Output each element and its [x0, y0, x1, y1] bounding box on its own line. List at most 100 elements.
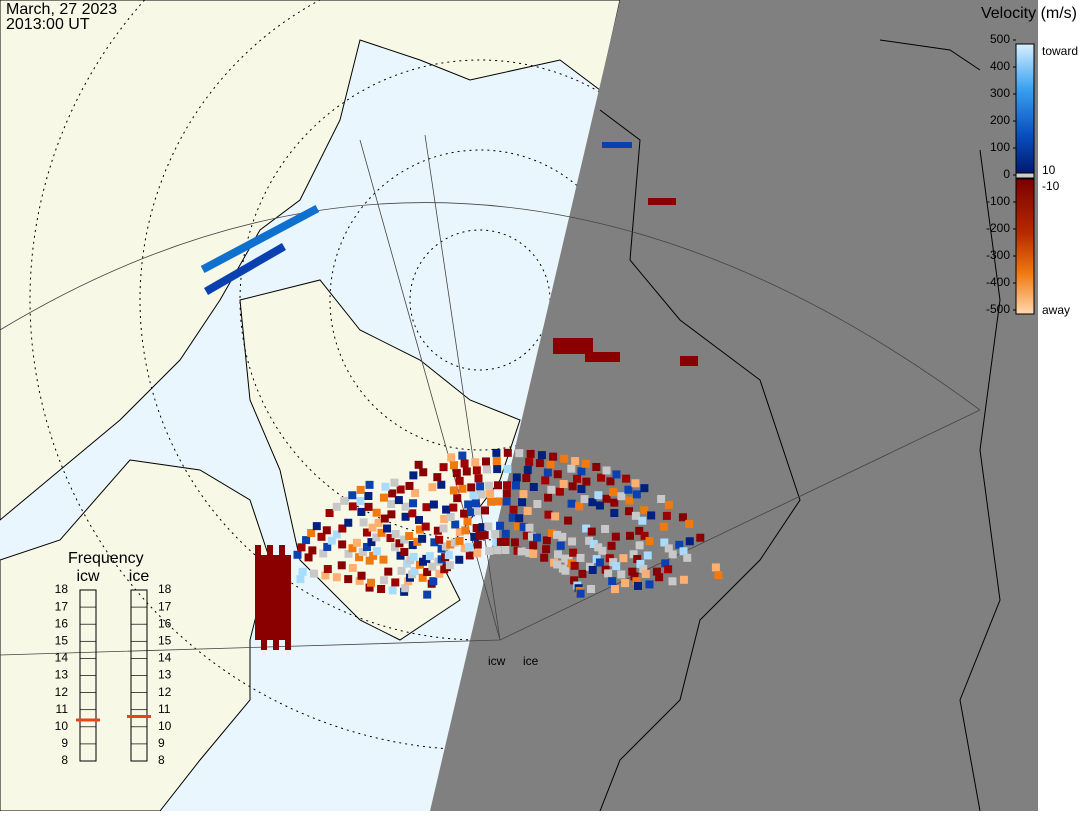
colorbar-tick-label: 300 [990, 86, 1010, 100]
velocity-cell [542, 536, 551, 545]
velocity-cell [394, 496, 403, 505]
velocity-cell [365, 480, 374, 489]
velocity-cell [529, 541, 538, 550]
velocity-cell [527, 532, 536, 541]
velocity-cell [304, 553, 313, 562]
velocity-cell [325, 509, 334, 518]
velocity-cell [458, 484, 467, 493]
velocity-cell [401, 502, 410, 511]
velocity-cell [471, 499, 480, 508]
velocity-cell [348, 563, 357, 572]
velocity-cell [553, 560, 562, 569]
velocity-cell [631, 511, 640, 520]
velocity-cell [455, 476, 464, 485]
velocity-cell [617, 492, 626, 501]
velocity-cell [553, 470, 562, 479]
velocity-cell [273, 555, 279, 650]
velocity-cell [592, 462, 601, 471]
velocity-cell [408, 541, 417, 550]
frequency-tick-label: 15 [158, 633, 172, 647]
frequency-radar-name: ice [129, 568, 150, 585]
velocity-cell [664, 565, 673, 574]
velocity-cell [462, 467, 471, 476]
velocity-cell [379, 555, 388, 564]
velocity-cell [714, 571, 723, 580]
velocity-cell [387, 510, 396, 519]
velocity-cell [302, 536, 311, 545]
velocity-cell [679, 547, 688, 556]
velocity-cell [533, 533, 542, 542]
velocity-cell [348, 502, 357, 511]
frequency-tick-label: 13 [158, 668, 172, 682]
velocity-cell [469, 491, 478, 500]
velocity-cell [472, 524, 481, 533]
velocity-cell [607, 541, 616, 550]
velocity-cell [388, 489, 397, 498]
velocity-cell [632, 577, 641, 586]
velocity-cell [588, 498, 597, 507]
velocity-cell [446, 540, 455, 549]
velocity-cell [463, 517, 472, 526]
velocity-cell [575, 502, 584, 511]
velocity-cell [418, 534, 427, 543]
frequency-tick-label: 8 [61, 753, 68, 767]
velocity-cell [408, 509, 417, 518]
velocity-cell [423, 590, 432, 599]
velocity-cell [460, 544, 469, 553]
velocity-cells [200, 142, 698, 366]
velocity-cell [570, 576, 579, 585]
colorbar-tick-label: -500 [986, 302, 1010, 316]
velocity-cell [364, 492, 373, 501]
velocity-cell [568, 482, 577, 491]
colorbar-bottom-label: away [1042, 303, 1070, 317]
velocity-cell [597, 473, 606, 482]
velocity-cell [390, 478, 399, 487]
velocity-cell [522, 474, 531, 483]
velocity-cell [502, 489, 511, 498]
velocity-cell [598, 546, 607, 555]
colorbar-threshold-label: -10 [1042, 179, 1060, 193]
velocity-cell [502, 497, 511, 506]
velocity-cell [533, 500, 542, 509]
colorbar-tick-label: -200 [986, 221, 1010, 235]
velocity-cell [414, 515, 423, 524]
velocity-cell [518, 498, 527, 507]
velocity-cell [587, 584, 596, 593]
velocity-cell [696, 533, 705, 542]
velocity-cell [390, 543, 399, 552]
velocity-cell [410, 567, 419, 576]
velocity-cell [352, 538, 361, 547]
velocity-cell [355, 553, 364, 562]
velocity-cell [508, 513, 517, 522]
velocity-cell [526, 449, 535, 458]
velocity-cell [369, 551, 378, 560]
velocity-cell [595, 501, 604, 510]
velocity-cell [486, 489, 495, 498]
velocity-cell [447, 453, 456, 462]
velocity-cell [567, 464, 576, 473]
velocity-cell [437, 544, 446, 553]
velocity-cell [573, 474, 582, 483]
velocity-cell [372, 547, 381, 556]
velocity-cell [428, 483, 437, 492]
velocity-cell [440, 515, 449, 524]
velocity-cell [297, 543, 306, 552]
velocity-cell [428, 562, 437, 571]
velocity-cell [668, 550, 677, 559]
velocity-cell [485, 481, 494, 490]
velocity-cell [581, 459, 590, 468]
velocity-cell [474, 474, 483, 483]
colorbar-tick-label: 100 [990, 140, 1010, 154]
velocity-cell [409, 471, 418, 480]
colorbar-tick-label: 0 [1003, 167, 1010, 181]
frequency-tick-label: 12 [55, 685, 69, 699]
frequency-tick-label: 9 [61, 736, 68, 750]
frequency-tick-label: 12 [158, 685, 172, 699]
velocity-cell [453, 494, 462, 503]
velocity-cell [560, 454, 569, 463]
velocity-cell [473, 540, 482, 549]
velocity-cell [461, 526, 470, 535]
velocity-cell [357, 571, 366, 580]
velocity-cell [551, 512, 560, 521]
velocity-cell [561, 566, 570, 575]
